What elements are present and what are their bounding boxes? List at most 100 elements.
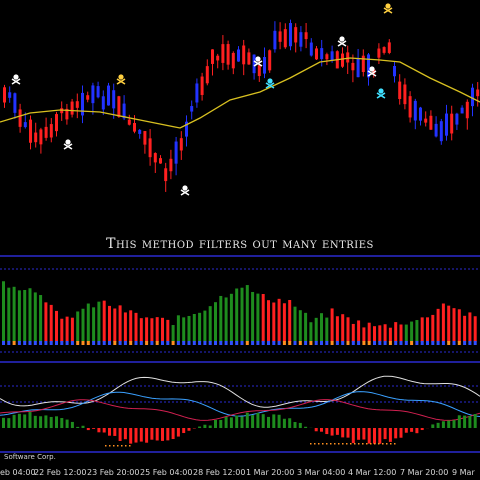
oscillator-bar xyxy=(436,422,440,428)
candle-body xyxy=(257,65,261,77)
histogram-bar xyxy=(457,309,461,342)
histogram-bar xyxy=(102,300,106,342)
oscillator-bar xyxy=(176,428,180,437)
oscillator-dot xyxy=(346,443,348,445)
oscillator-bar xyxy=(367,428,371,444)
histogram-bar xyxy=(351,323,355,342)
histogram-bar xyxy=(404,324,408,342)
histogram-bar xyxy=(23,289,27,342)
candle-body xyxy=(283,29,287,48)
candle-body xyxy=(231,52,235,69)
oscillator-bar xyxy=(123,428,127,440)
oscillator-bar xyxy=(214,419,217,428)
time-axis-label: 3 Mar 04:00 xyxy=(297,468,346,477)
oscillator-dot xyxy=(330,443,332,445)
histogram-dot xyxy=(420,341,424,345)
histogram-bar xyxy=(33,292,37,342)
candle-body xyxy=(49,124,53,138)
candle-body xyxy=(263,57,266,74)
oscillator-bar xyxy=(134,428,138,443)
histogram-dot xyxy=(367,341,371,345)
oscillator-bar xyxy=(219,419,223,428)
time-axis-label: 22 Feb 12:00 xyxy=(34,468,87,477)
time-axis-label: eb 04:00 xyxy=(0,468,36,477)
histogram-dot xyxy=(298,341,302,345)
histogram-bar xyxy=(267,300,270,342)
candle-body xyxy=(133,123,136,132)
histogram-bar xyxy=(139,318,143,342)
histogram-dot xyxy=(357,341,361,345)
sell-signal-icon xyxy=(11,74,21,85)
histogram-bar xyxy=(92,307,96,342)
oscillator-bar xyxy=(293,422,297,428)
histogram-bar xyxy=(70,317,74,342)
oscillator-bar xyxy=(44,415,48,428)
histogram-bar xyxy=(463,315,467,342)
histogram-bar xyxy=(261,294,265,342)
histogram-bar xyxy=(251,291,255,342)
histogram-dot xyxy=(92,341,96,345)
histogram-bar xyxy=(161,317,164,342)
oscillator-dot xyxy=(129,445,131,447)
oscillator-bar xyxy=(304,426,308,428)
oscillator-bar xyxy=(251,415,255,428)
histogram-indicator-panel[interactable] xyxy=(2,281,477,345)
histogram-bar xyxy=(394,322,398,342)
candle-body xyxy=(299,32,303,47)
oscillator-dot xyxy=(342,443,344,445)
oscillator-bar xyxy=(113,428,117,436)
oscillator-bar xyxy=(351,428,355,444)
candle-body xyxy=(91,85,95,104)
histogram-dot xyxy=(208,341,212,345)
oscillator-bar xyxy=(23,414,27,428)
oscillator-dot xyxy=(109,445,111,447)
histogram-bar xyxy=(203,310,207,342)
histogram-bar xyxy=(224,297,228,342)
candle-body xyxy=(65,108,69,120)
histogram-bar xyxy=(229,293,233,342)
oscillator-line-blue xyxy=(0,391,480,417)
histogram-dot xyxy=(23,341,27,345)
histogram-dot xyxy=(229,341,233,345)
oscillator-dot xyxy=(394,443,396,445)
candle-body xyxy=(75,101,79,108)
histogram-dot xyxy=(320,341,323,345)
histogram-dot xyxy=(33,341,37,345)
oscillator-indicator-panel[interactable] xyxy=(0,375,480,447)
oscillator-bar xyxy=(282,418,286,428)
histogram-dot xyxy=(335,341,339,345)
histogram-bar xyxy=(441,303,445,342)
oscillator-bar xyxy=(330,428,334,436)
candle-body xyxy=(185,121,188,137)
price-panel[interactable] xyxy=(3,19,480,192)
oscillator-bar xyxy=(224,416,228,428)
candle-body xyxy=(408,96,412,118)
oscillator-bar xyxy=(7,418,11,428)
histogram-dot xyxy=(383,341,387,345)
histogram-bar xyxy=(97,301,101,342)
histogram-dot xyxy=(282,341,286,345)
candle-body xyxy=(13,93,17,113)
oscillator-dot xyxy=(334,443,336,445)
histogram-dot xyxy=(161,341,164,345)
histogram-dot xyxy=(192,341,196,345)
oscillator-bar xyxy=(325,428,329,435)
histogram-bar xyxy=(12,286,16,342)
oscillator-bar xyxy=(357,428,361,440)
histogram-bar xyxy=(86,303,90,342)
oscillator-bar xyxy=(346,428,350,438)
oscillator-line-red xyxy=(0,399,480,421)
candle-body xyxy=(127,119,131,125)
histogram-bar xyxy=(431,314,435,342)
histogram-bar xyxy=(7,287,11,342)
oscillator-dot xyxy=(318,443,320,445)
candle-body xyxy=(476,89,480,97)
oscillator-bar xyxy=(70,421,74,428)
time-axis-label: 7 Mar 20:00 xyxy=(400,468,449,477)
oscillator-bar xyxy=(383,428,387,440)
candle-body xyxy=(320,48,324,60)
candle-body xyxy=(398,81,402,100)
histogram-bar xyxy=(219,295,223,342)
time-axis-label: 1 Mar 20:00 xyxy=(246,468,295,477)
